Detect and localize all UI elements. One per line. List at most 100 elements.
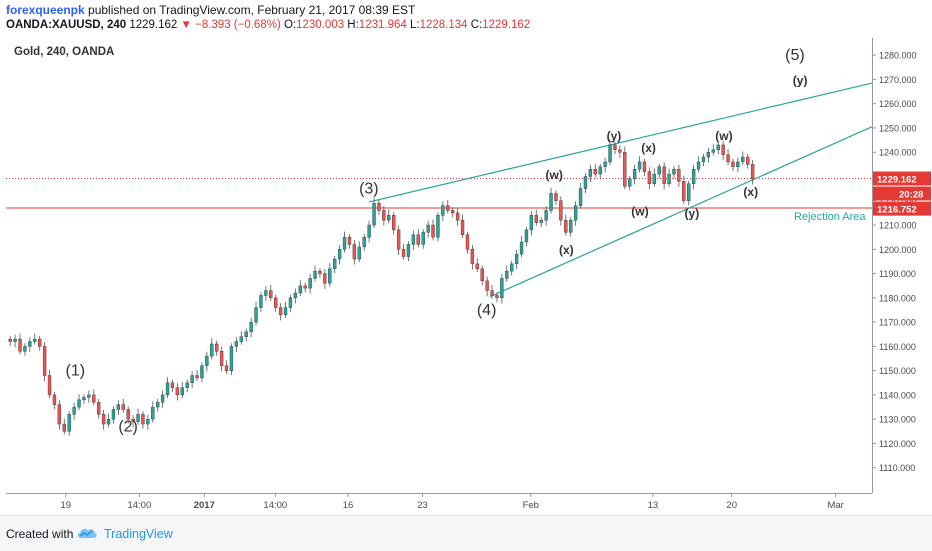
candle-body: [519, 241, 524, 255]
candle-body: [387, 215, 391, 221]
lower-trendline: [489, 126, 873, 298]
footer-bar: Created with TradingView: [0, 515, 932, 551]
candle-body: [264, 290, 268, 296]
candle-body: [357, 246, 361, 260]
candle-body: [554, 193, 558, 201]
candle-body: [603, 161, 607, 167]
candle-body: [460, 219, 465, 235]
subwave-label: (y): [607, 129, 622, 143]
candle-body: [544, 210, 548, 221]
candle-body: [195, 375, 199, 379]
subwave-label: (y): [793, 73, 808, 87]
y-tick-label: 1170.000: [879, 318, 916, 328]
candle-body: [618, 149, 622, 153]
candle-body: [224, 365, 229, 371]
candle-body: [57, 404, 62, 425]
candle-body: [249, 321, 253, 333]
candle-body: [342, 236, 347, 250]
candle-body: [244, 331, 248, 337]
candle-body: [667, 173, 671, 184]
candle-body: [431, 224, 435, 238]
candle-body: [741, 156, 745, 163]
candle-body: [156, 402, 160, 408]
candle-body: [628, 178, 632, 187]
level-price-label-box: [873, 201, 931, 216]
candle-body: [750, 164, 755, 180]
candle-body: [465, 234, 470, 250]
candle-body: [141, 414, 145, 425]
candle-body: [347, 236, 352, 245]
wave-label: (5): [785, 47, 805, 64]
candle-body: [436, 215, 440, 238]
candle-body: [569, 219, 573, 233]
x-tick-label: 14:00: [263, 500, 287, 511]
subwave-label: (y): [685, 207, 700, 221]
last-price-label-box: [873, 171, 931, 186]
candle-body: [28, 341, 32, 347]
low-value: 1228.134: [419, 19, 468, 31]
candle-body: [642, 161, 647, 172]
candle-body: [126, 409, 130, 420]
countdown-label: 20:28: [899, 190, 923, 201]
tradingview-brand[interactable]: TradingView: [104, 527, 173, 541]
y-tick-label: 1280.000: [879, 51, 917, 61]
subwave-label: (w): [631, 204, 648, 218]
candle-body: [672, 169, 676, 175]
candle-body: [283, 307, 288, 316]
candle-body: [42, 346, 47, 376]
x-tick-label: Mar: [827, 500, 843, 511]
candle-body: [500, 278, 504, 299]
candle-body: [706, 152, 711, 158]
candle-body: [701, 156, 706, 163]
candle-body: [33, 338, 37, 342]
y-tick-label: 1130.000: [879, 415, 916, 425]
candle-body: [269, 290, 273, 299]
candle-body: [455, 212, 460, 221]
candle-body: [691, 169, 696, 184]
candle-body: [298, 285, 302, 294]
candle-body: [146, 418, 150, 425]
tradingview-cloud-icon[interactable]: [76, 525, 98, 546]
candle-body: [151, 406, 155, 420]
low-label: L:: [409, 19, 420, 31]
candle-body: [411, 234, 416, 245]
symbol-label: OANDA:XAUUSD, 240: [6, 19, 127, 31]
candle-body: [82, 397, 86, 400]
author-link[interactable]: forexqueenpk: [6, 3, 85, 17]
subwave-label: (x): [641, 141, 656, 155]
last-price-label: 1229.162: [877, 175, 917, 186]
x-tick-label: 16: [343, 500, 354, 511]
close-label: C:: [470, 19, 483, 31]
candle-body: [47, 375, 52, 396]
countdown-box: [873, 186, 931, 201]
candle-body: [608, 144, 612, 163]
gold-price-chart[interactable]: (1) (2) (3) (4) (5) (w) (x) (y) (x) (w) (y) (w) (x) (…: [6, 38, 932, 515]
open-value: 1230.003: [296, 19, 345, 31]
candle-body: [505, 270, 509, 279]
chart-header: forexqueenpk published on TradingView.co…: [0, 0, 932, 38]
candle-body: [451, 210, 455, 214]
candle-body: [510, 263, 514, 272]
chart-frame[interactable]: (1) (2) (3) (4) (5) (w) (x) (y) (x) (w) (y) (w) (x) (…: [6, 38, 932, 515]
candle-body: [278, 307, 283, 316]
candle-body: [52, 394, 57, 405]
candle-body: [367, 224, 371, 238]
candle-body: [180, 387, 184, 396]
candle-body: [219, 351, 224, 366]
x-tick-label: 13: [648, 500, 659, 511]
candle-body: [529, 215, 534, 231]
subwave-label: (w): [715, 129, 732, 143]
candle-body: [549, 193, 553, 211]
candle-body: [598, 166, 602, 175]
y-tick-label: 1200.000: [879, 245, 917, 255]
candle-body: [131, 418, 135, 422]
y-tick-label: 1270.000: [879, 75, 917, 85]
chart-title: Gold, 240, OANDA: [14, 46, 114, 58]
y-tick-label: 1110.000: [879, 463, 915, 473]
candle-body: [711, 149, 715, 153]
x-tick-label: 19: [60, 500, 71, 511]
open-label: O:: [283, 19, 297, 31]
candle-body: [559, 200, 563, 221]
candle-body: [470, 249, 475, 265]
candle-body: [682, 181, 686, 201]
